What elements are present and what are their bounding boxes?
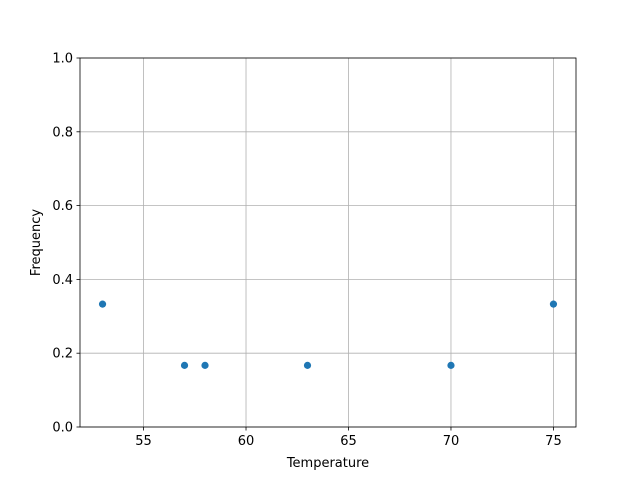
- data-point: [549, 300, 558, 308]
- y-tick-label: 0.2: [52, 347, 73, 362]
- data-point: [98, 300, 107, 308]
- x-tick-label: 60: [238, 434, 255, 449]
- data-point: [447, 361, 455, 369]
- x-tick-label: 70: [443, 434, 460, 449]
- y-tick-label: 0.8: [52, 125, 73, 140]
- x-tick-label: 65: [340, 434, 357, 449]
- y-axis-label: Frequency: [29, 209, 44, 276]
- data-point: [180, 361, 189, 369]
- x-axis-ticks: 55 60 65 70 75: [135, 427, 562, 449]
- grid: [80, 57, 576, 428]
- y-axis-ticks: 0.0 0.2 0.4 0.6 0.8 1.0: [52, 52, 80, 436]
- data-points: [98, 300, 558, 369]
- y-tick-label: 0.0: [52, 421, 73, 436]
- y-tick-label: 0.6: [52, 199, 73, 214]
- data-point: [201, 361, 209, 369]
- x-tick-label: 75: [545, 434, 562, 449]
- x-tick-label: 55: [135, 434, 152, 449]
- data-point: [303, 361, 312, 369]
- x-axis-label: Temperature: [286, 456, 369, 471]
- y-tick-label: 1.0: [52, 52, 73, 67]
- y-tick-label: 0.4: [52, 273, 73, 288]
- plot-frame: [79, 57, 577, 428]
